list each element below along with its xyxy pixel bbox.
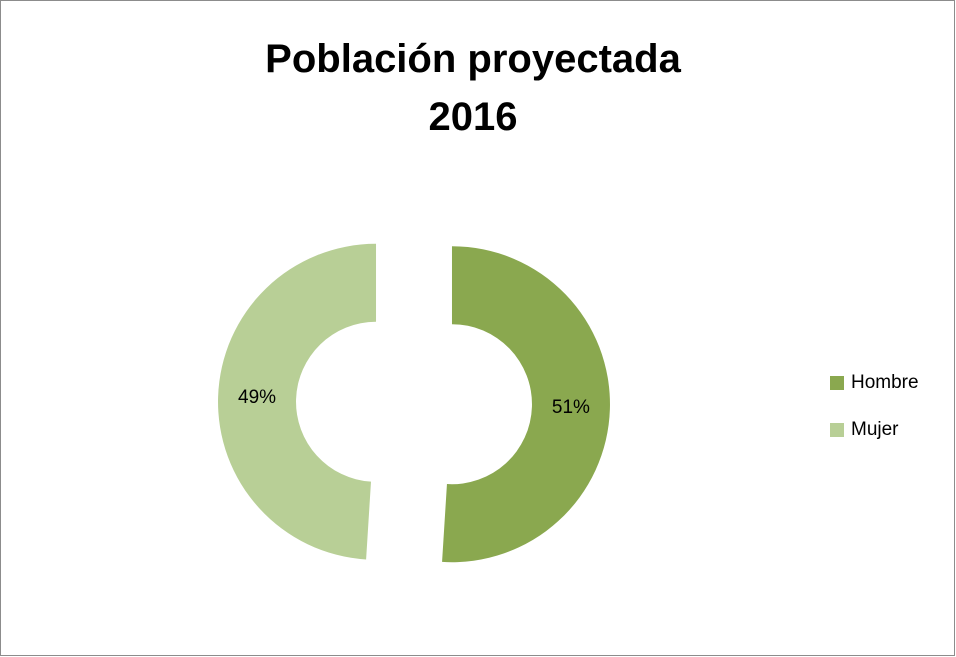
chart-title: Población proyectada 2016 [265,37,681,139]
legend-label: Mujer [851,419,899,440]
donut-segment [218,243,377,560]
donut-segment [442,246,610,563]
legend-label: Hombre [851,372,919,393]
data-label: 51% [552,397,590,418]
legend-swatch [830,423,844,437]
data-label: 49% [238,387,276,408]
legend-swatch [830,376,844,390]
